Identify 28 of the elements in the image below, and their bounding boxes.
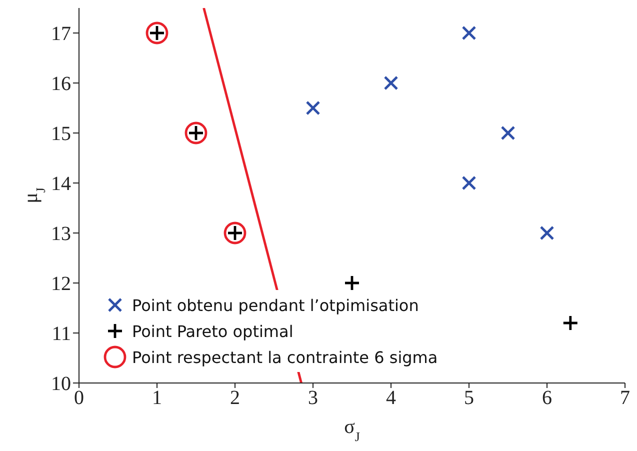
x-tick-label: 2	[230, 387, 240, 410]
x-tick-label: 5	[464, 387, 474, 410]
point	[384, 76, 398, 90]
x-tick-label: 3	[308, 387, 318, 410]
legend-label: Point obtenu pendant l’otpimisation	[132, 296, 419, 314]
y-tick-label: 13	[51, 223, 71, 246]
point	[500, 126, 516, 140]
x-tick-label: 4	[386, 387, 396, 410]
x-tick-label: 7	[620, 387, 630, 410]
point	[344, 274, 360, 292]
y-tick-label: 16	[51, 73, 71, 96]
x-tick-label: 6	[542, 387, 552, 410]
y-tick-label: 15	[51, 123, 71, 146]
y-tick-label: 14	[51, 173, 71, 196]
point	[306, 100, 320, 116]
point	[540, 226, 554, 240]
legend-label: Point respectant la contrainte 6 sigma	[132, 348, 438, 366]
x-tick-label: 0	[74, 387, 84, 410]
point	[462, 26, 476, 40]
legend-label: Point Pareto optimal	[132, 322, 294, 340]
y-tick-label: 10	[51, 373, 71, 396]
y-tick-label: 11	[52, 323, 71, 346]
y-tick-label: 12	[51, 273, 71, 296]
y-tick-label: 17	[51, 23, 71, 46]
x-tick-label: 1	[152, 387, 162, 410]
x-axis-title: σ$_{J}$	[344, 416, 360, 444]
point	[462, 176, 476, 190]
point	[562, 314, 579, 332]
